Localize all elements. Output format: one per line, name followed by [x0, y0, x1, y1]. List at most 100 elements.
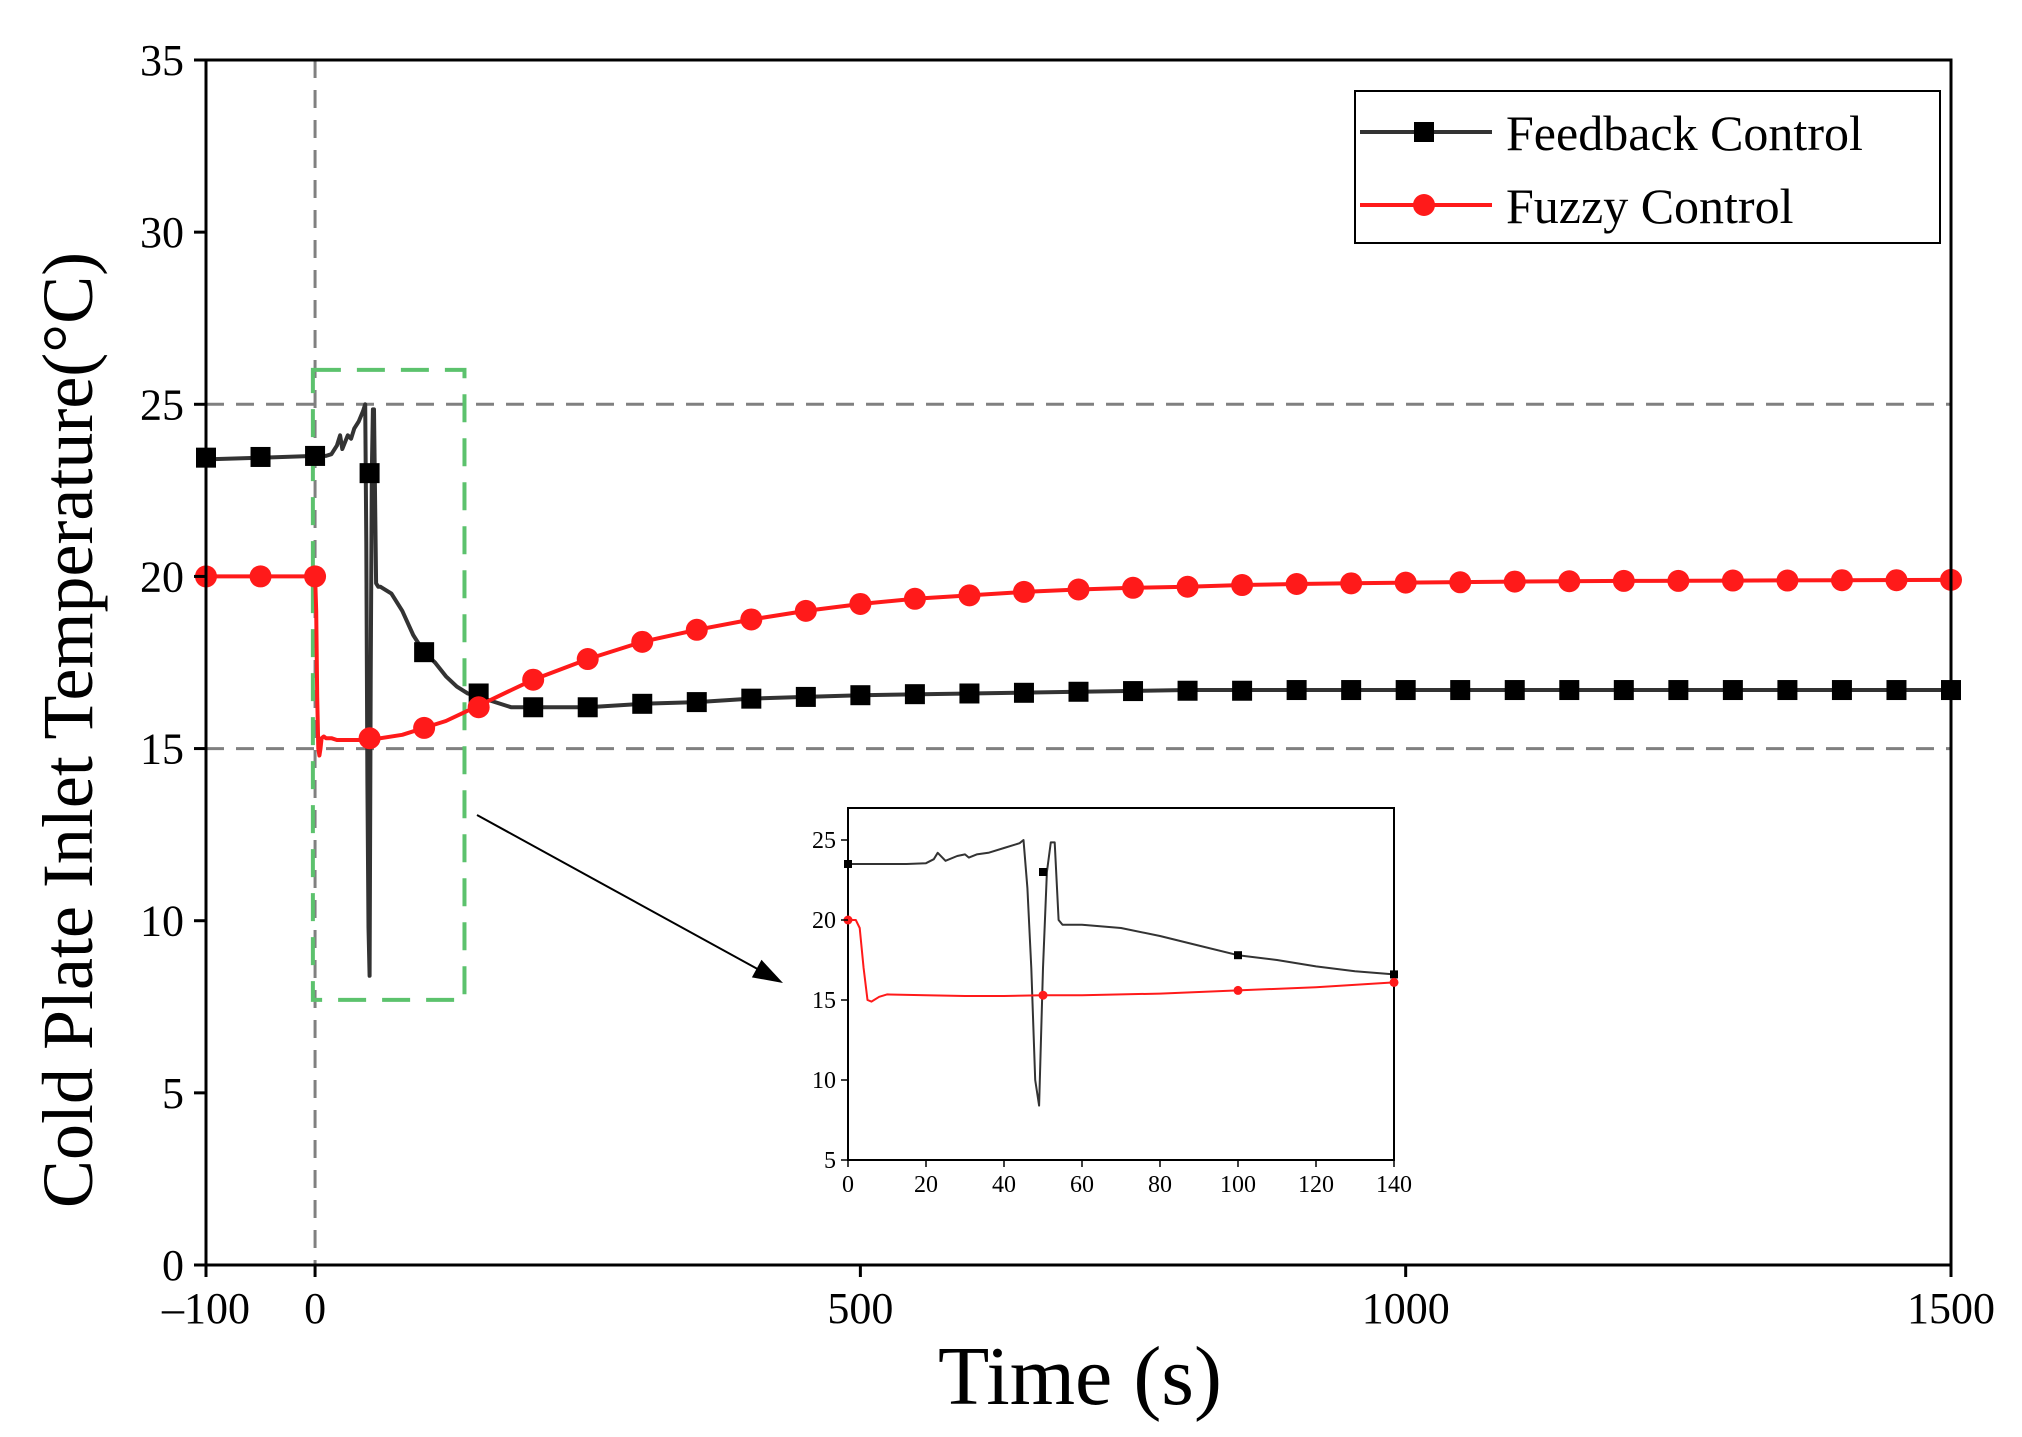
inset-y-tick-label: 5	[824, 1148, 836, 1174]
fuzzy-control-marker	[467, 696, 490, 719]
legend: Feedback Control Fuzzy Control	[1354, 90, 1941, 244]
feedback-control-marker	[795, 686, 816, 707]
feedback-control-marker	[1722, 680, 1743, 701]
y-tick-label: 5	[162, 1069, 184, 1118]
fuzzy-control-marker	[1176, 575, 1199, 598]
feedback-control-marker	[577, 697, 598, 718]
x-tick-label: 1500	[1907, 1284, 1995, 1333]
inset-x-tick-label: 60	[1070, 1172, 1094, 1198]
feedback-control-marker	[359, 463, 380, 484]
fuzzy-control-marker	[1503, 570, 1526, 593]
fuzzy-control-marker	[740, 608, 763, 631]
fuzzy-control-marker	[1067, 578, 1090, 601]
fuzzy-control-marker	[1776, 569, 1799, 592]
inset-fuzzy-control-line	[848, 919, 1395, 1003]
fuzzy-control-marker	[1667, 569, 1690, 592]
y-tick-label: 10	[140, 897, 184, 946]
inset-fuzzy-control-marker	[1038, 990, 1048, 1000]
fuzzy-control-marker	[903, 587, 926, 610]
feedback-control-marker	[904, 684, 925, 705]
inset-feedback-control-marker	[1234, 951, 1242, 960]
feedback-control-marker	[1123, 681, 1144, 702]
legend-marker-fuzzy-control	[1413, 194, 1435, 216]
fuzzy-control-line	[206, 574, 1952, 758]
fuzzy-control-marker	[631, 630, 654, 653]
fuzzy-control-marker	[958, 584, 981, 607]
inset-x-tick-label: 80	[1148, 1172, 1172, 1198]
fuzzy-control-marker	[1449, 571, 1472, 594]
fuzzy-control-marker	[849, 592, 872, 615]
feedback-control-marker	[1668, 680, 1689, 701]
fuzzy-control-marker	[304, 565, 327, 588]
inset-y-tick-label: 15	[812, 988, 836, 1014]
feedback-control-marker	[1886, 680, 1907, 701]
main-series-group	[195, 402, 1962, 978]
legend-box	[1354, 90, 1941, 244]
inset-fuzzy-control-marker	[1389, 977, 1399, 987]
inset-y-tick-label: 10	[812, 1068, 836, 1094]
inset-feedback-control-line	[848, 839, 1395, 1107]
fuzzy-control-marker	[1558, 570, 1581, 593]
fuzzy-control-marker	[249, 565, 272, 588]
feedback-control-line	[205, 402, 1951, 978]
feedback-control-marker	[741, 688, 762, 709]
fuzzy-control-marker	[522, 668, 545, 691]
fuzzy-control-marker	[1231, 574, 1254, 597]
feedback-control-marker	[686, 692, 707, 713]
inset-y-tick-label: 20	[812, 908, 836, 934]
legend-label-feedback-control: Feedback Control	[1506, 105, 1863, 161]
inset-feedback-control-marker	[1039, 868, 1047, 876]
fuzzy-control-marker	[685, 618, 708, 641]
legend-marker-feedback-control	[1414, 122, 1434, 142]
feedback-control-marker	[523, 697, 544, 718]
feedback-control-marker	[1831, 680, 1852, 701]
fuzzy-control-marker	[1830, 569, 1853, 592]
y-axis-title: Cold Plate Inlet Temperature(°C)	[28, 252, 108, 1208]
x-tick-label: 500	[827, 1284, 893, 1333]
fuzzy-control-marker	[1394, 571, 1417, 594]
inset-feedback-control-marker	[1390, 970, 1398, 979]
inset-x-tick-label: 0	[842, 1172, 854, 1198]
zoom-arrow	[476, 814, 783, 983]
feedback-control-marker	[305, 445, 326, 466]
feedback-control-marker	[959, 683, 980, 704]
legend-label-fuzzy-control: Fuzzy Control	[1506, 178, 1793, 234]
feedback-control-marker	[1013, 682, 1034, 703]
inset-chart: 0 20 40 60 80 100 120 140 5 10 15 20 25	[812, 807, 1412, 1198]
x-tick-label: 0	[304, 1284, 326, 1333]
fuzzy-control-marker	[1122, 576, 1145, 599]
feedback-control-marker	[1286, 680, 1307, 701]
feedback-control-marker	[1450, 680, 1471, 701]
inset-x-tick-label: 140	[1376, 1172, 1412, 1198]
feedback-control-marker	[850, 685, 871, 706]
zoom-highlight-box	[310, 367, 467, 1002]
feedback-control-marker	[1395, 680, 1416, 701]
x-tick-label: –100	[161, 1284, 250, 1333]
fuzzy-control-marker	[1012, 580, 1035, 603]
feedback-control-marker	[1559, 680, 1580, 701]
feedback-control-marker	[1341, 680, 1362, 701]
y-tick-label: 25	[140, 380, 184, 429]
fuzzy-control-marker	[1285, 573, 1308, 596]
fuzzy-control-marker	[576, 648, 599, 671]
fuzzy-control-marker	[413, 716, 436, 739]
inset-frame	[847, 807, 1395, 1161]
y-tick-label: 35	[140, 36, 184, 85]
fuzzy-control-marker	[794, 599, 817, 622]
inset-x-tick-label: 40	[992, 1172, 1016, 1198]
feedback-control-marker	[1777, 680, 1798, 701]
y-tick-label: 20	[140, 552, 184, 601]
inset-y-tick-label: 25	[812, 828, 836, 854]
zoom-arrow-head	[751, 959, 783, 983]
inset-feedback-control-marker	[844, 860, 852, 868]
y-tick-label: 15	[140, 725, 184, 774]
inset-x-tick-label: 120	[1298, 1172, 1334, 1198]
feedback-control-marker	[414, 642, 435, 663]
plot-area-frame	[204, 58, 1953, 1267]
inset-fuzzy-control-marker	[1233, 985, 1243, 995]
feedback-control-marker	[1504, 680, 1525, 701]
fuzzy-control-marker	[1612, 569, 1635, 592]
x-tick-label: 1000	[1362, 1284, 1450, 1333]
